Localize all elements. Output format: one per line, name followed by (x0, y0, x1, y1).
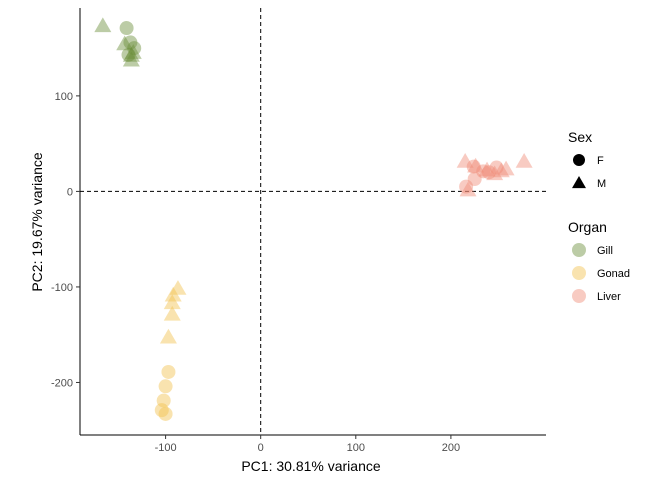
legend-key-f (573, 154, 585, 166)
point-liver-f-3 (481, 165, 496, 180)
point-gonad-m-2 (164, 286, 182, 302)
point-gill-m-4 (124, 44, 142, 59)
legend-title-organ: Organ (568, 219, 607, 235)
point-liver-f-4 (489, 160, 504, 175)
legend: Sex FM Organ Gill Gonad Liver (568, 129, 630, 303)
y-tick-label: -100 (51, 282, 73, 294)
point-gonad-f-4 (154, 403, 169, 418)
point-liver-m-5 (497, 160, 515, 176)
point-liver-m-7 (459, 181, 477, 197)
point-liver-m-8 (492, 162, 510, 178)
point-gonad-f-5 (158, 406, 173, 421)
point-liver-m-1 (456, 153, 474, 168)
axes: -100 0 100 200 -200 -100 0 100 (51, 8, 546, 454)
point-liver-m-4 (486, 165, 504, 181)
point-liver-f-2 (476, 164, 491, 179)
point-liver-m-6 (515, 153, 533, 168)
point-gonad-m-3 (163, 294, 181, 310)
point-liver-m-2 (467, 157, 485, 173)
x-tick-label: 0 (258, 442, 264, 454)
legend-label-f: F (597, 155, 604, 167)
y-tick-label: -200 (51, 377, 73, 389)
point-gill-f-3 (127, 41, 142, 56)
y-tick-label: 0 (67, 186, 73, 198)
x-tick-label: 100 (347, 442, 365, 454)
y-axis-title: PC2: 19.67% variance (29, 152, 45, 292)
point-gonad-m-4 (163, 305, 181, 321)
point-gonad-m-5 (159, 328, 177, 344)
point-gonad-m-1 (169, 280, 187, 295)
legend-label-gill: Gill (597, 245, 613, 257)
point-liver-f-6 (459, 179, 474, 194)
point-liver-f-5 (467, 171, 482, 186)
x-axis-title: PC1: 30.81% variance (241, 458, 381, 474)
legend-label-m: M (597, 178, 606, 190)
legend-key-gill (572, 243, 586, 257)
legend-key-m (572, 175, 586, 189)
point-gill-f-2 (123, 35, 138, 50)
legend-key-liver (572, 289, 586, 303)
point-gill-m-1 (94, 17, 112, 33)
point-gonad-f-2 (158, 379, 173, 394)
point-gill-f-4 (121, 47, 136, 62)
point-gill-f-1 (119, 21, 134, 36)
point-liver-m-3 (478, 161, 496, 177)
point-gill-m-5 (122, 51, 140, 67)
point-gill-m-3 (122, 47, 140, 62)
legend-title-sex: Sex (568, 129, 592, 145)
point-liver-f-1 (466, 159, 481, 174)
legend-label-gonad: Gonad (597, 268, 630, 280)
point-gonad-f-3 (156, 393, 171, 408)
y-tick-label: 100 (55, 91, 73, 103)
x-tick-label: -100 (155, 442, 177, 454)
x-tick-label: 200 (442, 442, 460, 454)
legend-key-gonad (572, 266, 586, 280)
legend-label-liver: Liver (597, 291, 621, 303)
plot-area (80, 8, 546, 435)
point-gill-m-2 (116, 35, 134, 51)
point-gonad-f-1 (161, 364, 176, 379)
